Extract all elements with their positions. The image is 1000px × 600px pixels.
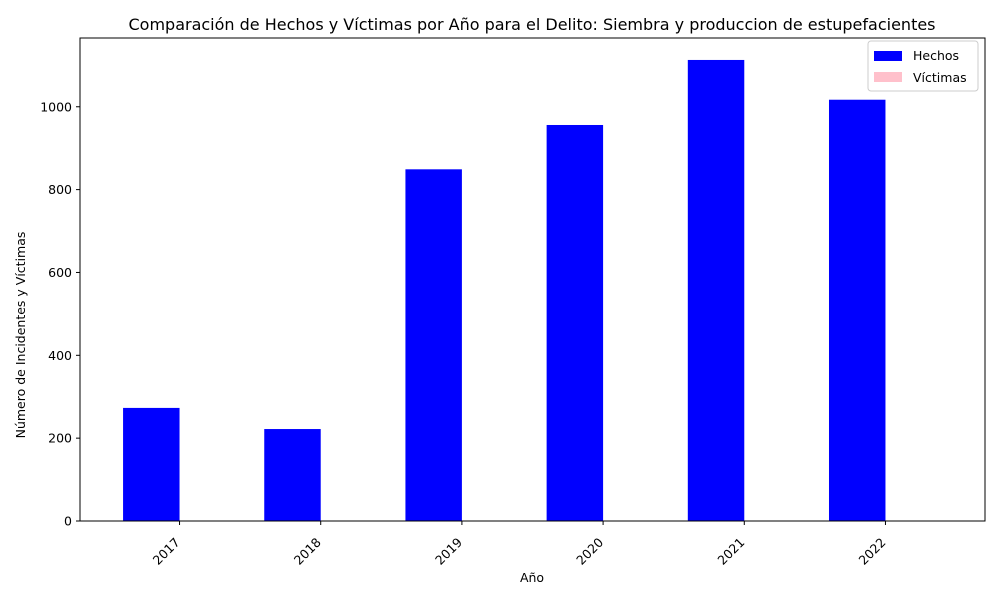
legend: Hechos Víctimas bbox=[867, 40, 979, 92]
chart-title: Comparación de Hechos y Víctimas por Año… bbox=[128, 15, 935, 34]
x-tick-label: 2018 bbox=[291, 535, 324, 568]
x-tick-label: 2021 bbox=[714, 535, 747, 568]
y-tick-label: 1000 bbox=[40, 99, 72, 114]
y-tick-label: 400 bbox=[48, 348, 72, 363]
x-tick-label: 2017 bbox=[150, 535, 183, 568]
plot-area: 0 200 400 600 800 1000 2017 2018 2019 2020 2021 202… bbox=[40, 37, 986, 568]
legend-label-victimas: Víctimas bbox=[913, 70, 967, 85]
y-tick-label: 200 bbox=[48, 431, 72, 446]
bar-hechos-2021 bbox=[687, 59, 745, 522]
x-tick-label: 2020 bbox=[573, 535, 606, 568]
bar-hechos-2020 bbox=[546, 124, 604, 521]
y-axis-label: Número de Incidentes y Víctimas bbox=[13, 232, 28, 439]
x-tick-label: 2019 bbox=[432, 535, 465, 568]
legend-swatch-victimas bbox=[874, 72, 902, 82]
bar-hechos-2018 bbox=[264, 429, 321, 521]
y-tick-label: 600 bbox=[48, 265, 72, 280]
x-axis-label: Año bbox=[520, 570, 544, 585]
legend-label-hechos: Hechos bbox=[913, 48, 959, 63]
y-tick-label: 0 bbox=[64, 514, 72, 529]
bar-hechos-2019 bbox=[405, 169, 462, 521]
plot-frame bbox=[79, 37, 986, 522]
bar-hechos-2022 bbox=[828, 99, 886, 522]
y-tick-label: 800 bbox=[48, 182, 72, 197]
legend-swatch-hechos bbox=[874, 51, 902, 61]
x-tick-label: 2022 bbox=[856, 535, 889, 568]
bar-hechos-2017 bbox=[123, 407, 180, 521]
